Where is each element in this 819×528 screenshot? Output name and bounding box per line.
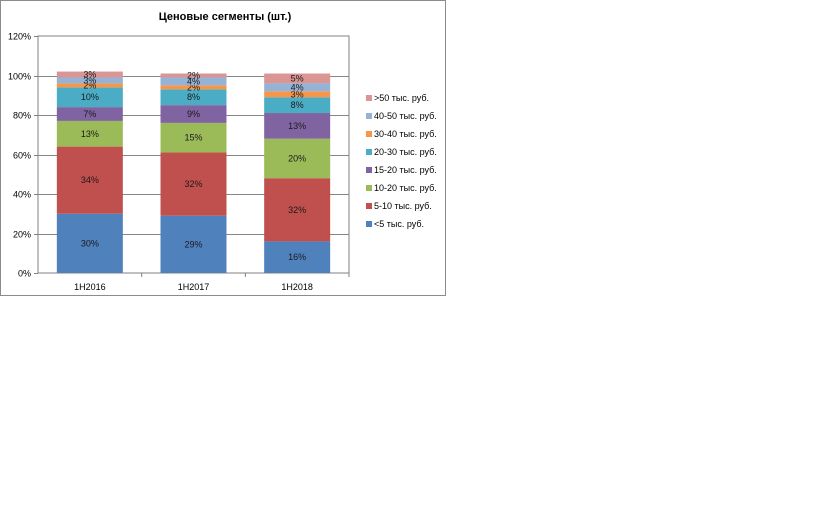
bar-segment [264,83,331,92]
legend-swatch [366,221,372,227]
bar-segment [56,83,123,88]
bar-segment [264,138,331,179]
y-tick-label: 100% [8,72,31,82]
bar-segment [160,73,227,78]
bar-segment [264,91,331,98]
bar-segment [264,113,331,139]
data-label: 3% [83,70,96,80]
data-label: 9% [187,109,200,119]
bar-segment [160,85,227,90]
legend-swatch [366,113,372,119]
y-tick-label: 120% [8,32,31,42]
data-label: 3% [83,75,96,85]
legend-swatch [366,203,372,209]
data-label: 32% [288,205,306,215]
bar-segment [56,120,123,147]
legend-swatch [366,95,372,101]
legend-label: 20-30 тыс. руб. [374,147,437,157]
bar-segment [56,87,123,108]
data-label: 34% [81,175,99,185]
data-label: 13% [288,121,306,131]
bar-segment [264,73,331,84]
bar-segment [56,107,123,121]
bar-segment [264,241,331,273]
legend-label: >50 тыс. руб. [374,93,429,103]
y-tick-label: 20% [13,230,31,240]
x-tick-label: 1H2017 [178,282,210,292]
legend-swatch [366,185,372,191]
data-label: 20% [288,153,306,163]
data-label: 4% [291,82,304,92]
bar-segment [56,146,123,214]
data-label: 3% [291,89,304,99]
bar-segment [160,152,227,216]
legend-label: <5 тыс. руб. [374,219,424,229]
plot-area: 0%20%40%60%80%100%120%30%34%13%7%10%2%3%… [8,32,350,292]
legend-label: 30-40 тыс. руб. [374,129,437,139]
data-label: 15% [184,133,202,143]
x-tick-label: 1H2016 [74,282,106,292]
bar-segment [56,77,123,84]
legend-label: 15-20 тыс. руб. [374,165,437,175]
data-label: 2% [187,82,200,92]
data-label: 30% [81,238,99,248]
bar-segment [160,105,227,123]
data-label: 10% [81,92,99,102]
chart-frame: Ценовые сегменты (шт.) 0% 20% 40% 60% 80% 100… [0,0,446,296]
bar-segment [264,178,331,242]
bar-segment [160,77,227,86]
legend: >50 тыс. руб. 40-50 тыс. руб. 30-40 тыс. р… [366,93,437,229]
bar-segment [160,122,227,153]
y-tick-label: 60% [13,151,31,161]
data-label: 32% [184,179,202,189]
data-label: 5% [291,73,304,83]
data-label: 8% [187,92,200,102]
legend-swatch [366,149,372,155]
x-tick-label: 1H2018 [281,282,313,292]
data-label: 7% [83,109,96,119]
data-label: 16% [288,252,306,262]
data-label: 2% [83,80,96,90]
data-label: 8% [291,100,304,110]
bar-segment [160,89,227,106]
data-label: 4% [187,76,200,86]
y-tick-label: 40% [13,190,31,200]
legend-label: 10-20 тыс. руб. [374,183,437,193]
chart-title: Ценовые сегменты (шт.) [159,11,292,23]
data-label: 29% [184,239,202,249]
data-label: 13% [81,129,99,139]
legend-label: 5-10 тыс. руб. [374,201,432,211]
chart-svg: Ценовые сегменты (шт.) 0% 20% 40% 60% 80% 100… [8,11,437,292]
legend-label: 40-50 тыс. руб. [374,111,437,121]
y-tick-label: 80% [13,111,31,121]
data-label: 2% [187,71,200,81]
legend-swatch [366,131,372,137]
y-tick-label: 0% [18,269,31,279]
bar-segment [264,97,331,114]
bar-segment [160,215,227,273]
legend-swatch [366,167,372,173]
bar-segment [56,71,123,78]
bar-segment [56,213,123,273]
